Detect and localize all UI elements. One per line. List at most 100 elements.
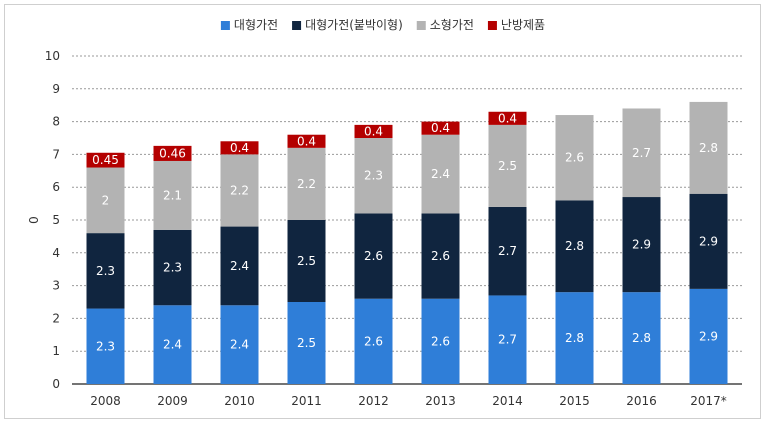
legend-label: 난방제품 — [501, 18, 545, 32]
data-label: 0.4 — [364, 124, 383, 138]
y-tick-label: 10 — [45, 49, 60, 63]
bar-segment — [287, 147, 326, 220]
data-label: 2.8 — [632, 331, 651, 345]
legend-item: 난방제품 — [487, 18, 545, 32]
bar-segment — [421, 213, 460, 299]
bar-segment — [153, 305, 192, 384]
data-label: 2.9 — [632, 238, 651, 252]
x-tick-label: 2014 — [492, 394, 523, 408]
data-label: 2.8 — [699, 141, 718, 155]
data-label: 0.4 — [431, 121, 450, 135]
x-tick-label: 2012 — [358, 394, 389, 408]
data-label: 2.3 — [163, 261, 182, 275]
bar-segment — [622, 292, 661, 384]
bar-segment — [488, 111, 527, 125]
x-tick-label: 2017* — [690, 394, 727, 408]
legend: 대형가전 대형가전(붙박이형) 소형가전 난방제품 — [220, 18, 545, 32]
bar-segment — [354, 124, 393, 138]
bar-segment — [689, 288, 728, 384]
legend-item: 대형가전 — [220, 18, 278, 32]
y-tick-label: 6 — [52, 180, 60, 194]
bar-segment — [220, 226, 259, 306]
bar-segment — [421, 134, 460, 214]
bar-segment — [354, 213, 393, 299]
y-axis: 0 1 2 3 4 5 6 7 8 9 10 — [45, 49, 60, 391]
y-tick-label: 0 — [52, 377, 60, 391]
data-label: 2.8 — [565, 239, 584, 253]
x-tick-label: 2009 — [157, 394, 188, 408]
data-label: 2.9 — [699, 329, 718, 343]
y-tick-label: 8 — [52, 115, 60, 129]
x-tick-label: 2008 — [90, 394, 121, 408]
legend-label: 대형가전(붙박이형) — [305, 18, 403, 32]
x-tick-label: 2010 — [224, 394, 255, 408]
data-label: 2.5 — [297, 336, 316, 350]
y-tick-label: 4 — [52, 246, 60, 260]
data-label: 2.4 — [230, 259, 249, 273]
bar-segment — [354, 298, 393, 384]
data-label: 2.6 — [431, 249, 450, 263]
data-label: 2.8 — [565, 331, 584, 345]
bar-segment — [287, 220, 326, 302]
bar-segment — [220, 305, 259, 384]
bar-segment — [287, 302, 326, 384]
data-label: 2.7 — [632, 146, 651, 160]
bar-segment — [689, 193, 728, 289]
data-label: 2.4 — [431, 167, 450, 181]
legend-swatch — [416, 21, 426, 30]
data-label: 2.7 — [498, 333, 517, 347]
bar-segment — [354, 138, 393, 214]
bar-segment — [421, 298, 460, 384]
data-label: 0.4 — [297, 134, 316, 148]
data-label: 2.5 — [297, 254, 316, 268]
y-tick-label: 5 — [52, 213, 60, 227]
x-tick-label: 2015 — [559, 394, 590, 408]
legend-swatch — [220, 21, 230, 30]
data-label: 2.6 — [364, 249, 383, 263]
y-tick-label: 1 — [52, 344, 60, 358]
data-label: 2.3 — [96, 339, 115, 353]
legend-item: 대형가전(붙박이형) — [292, 18, 403, 32]
bar-segment — [488, 206, 527, 296]
bar-segment — [287, 134, 326, 148]
data-label: 2.3 — [364, 169, 383, 183]
bar-segment — [153, 160, 192, 230]
data-label: 2.5 — [498, 159, 517, 173]
bar-segment — [689, 101, 728, 194]
y-axis-label: 0 — [27, 216, 41, 224]
bar-segment — [421, 121, 460, 135]
x-tick-label: 2013 — [425, 394, 456, 408]
bar-segment — [86, 152, 125, 168]
data-label: 0.45 — [92, 153, 119, 167]
bar-segment — [622, 108, 661, 198]
data-label: 2.1 — [163, 188, 182, 202]
data-label: 2.9 — [699, 234, 718, 248]
data-label: 2.4 — [230, 338, 249, 352]
bar-segment — [86, 308, 125, 384]
y-tick-label: 3 — [52, 279, 60, 293]
y-tick-label: 7 — [52, 147, 60, 161]
y-tick-label: 9 — [52, 82, 60, 96]
legend-label: 소형가전 — [430, 18, 474, 32]
legend-label: 대형가전 — [234, 18, 278, 32]
legend-swatch — [487, 21, 497, 30]
bar-segment — [555, 292, 594, 384]
bar-segment — [555, 200, 594, 293]
data-label: 0.4 — [230, 141, 249, 155]
legend-swatch — [292, 21, 302, 30]
x-axis: 2008 2009 2010 2011 2012 2013 2014 2015 2016 2017… — [90, 394, 727, 408]
data-label: 2.4 — [163, 338, 182, 352]
bar-segment — [153, 145, 192, 161]
bar-segment — [86, 167, 125, 234]
data-label: 2.2 — [230, 183, 249, 197]
y-tick-label: 2 — [52, 311, 60, 325]
data-label: 2.3 — [96, 264, 115, 278]
data-label: 0.46 — [159, 146, 186, 160]
legend-item: 소형가전 — [416, 18, 474, 32]
data-label: 2 — [102, 193, 110, 207]
bar-segment — [153, 229, 192, 306]
bar-segment — [488, 295, 527, 384]
data-label: 0.4 — [498, 111, 517, 125]
bar-segment — [86, 233, 125, 309]
